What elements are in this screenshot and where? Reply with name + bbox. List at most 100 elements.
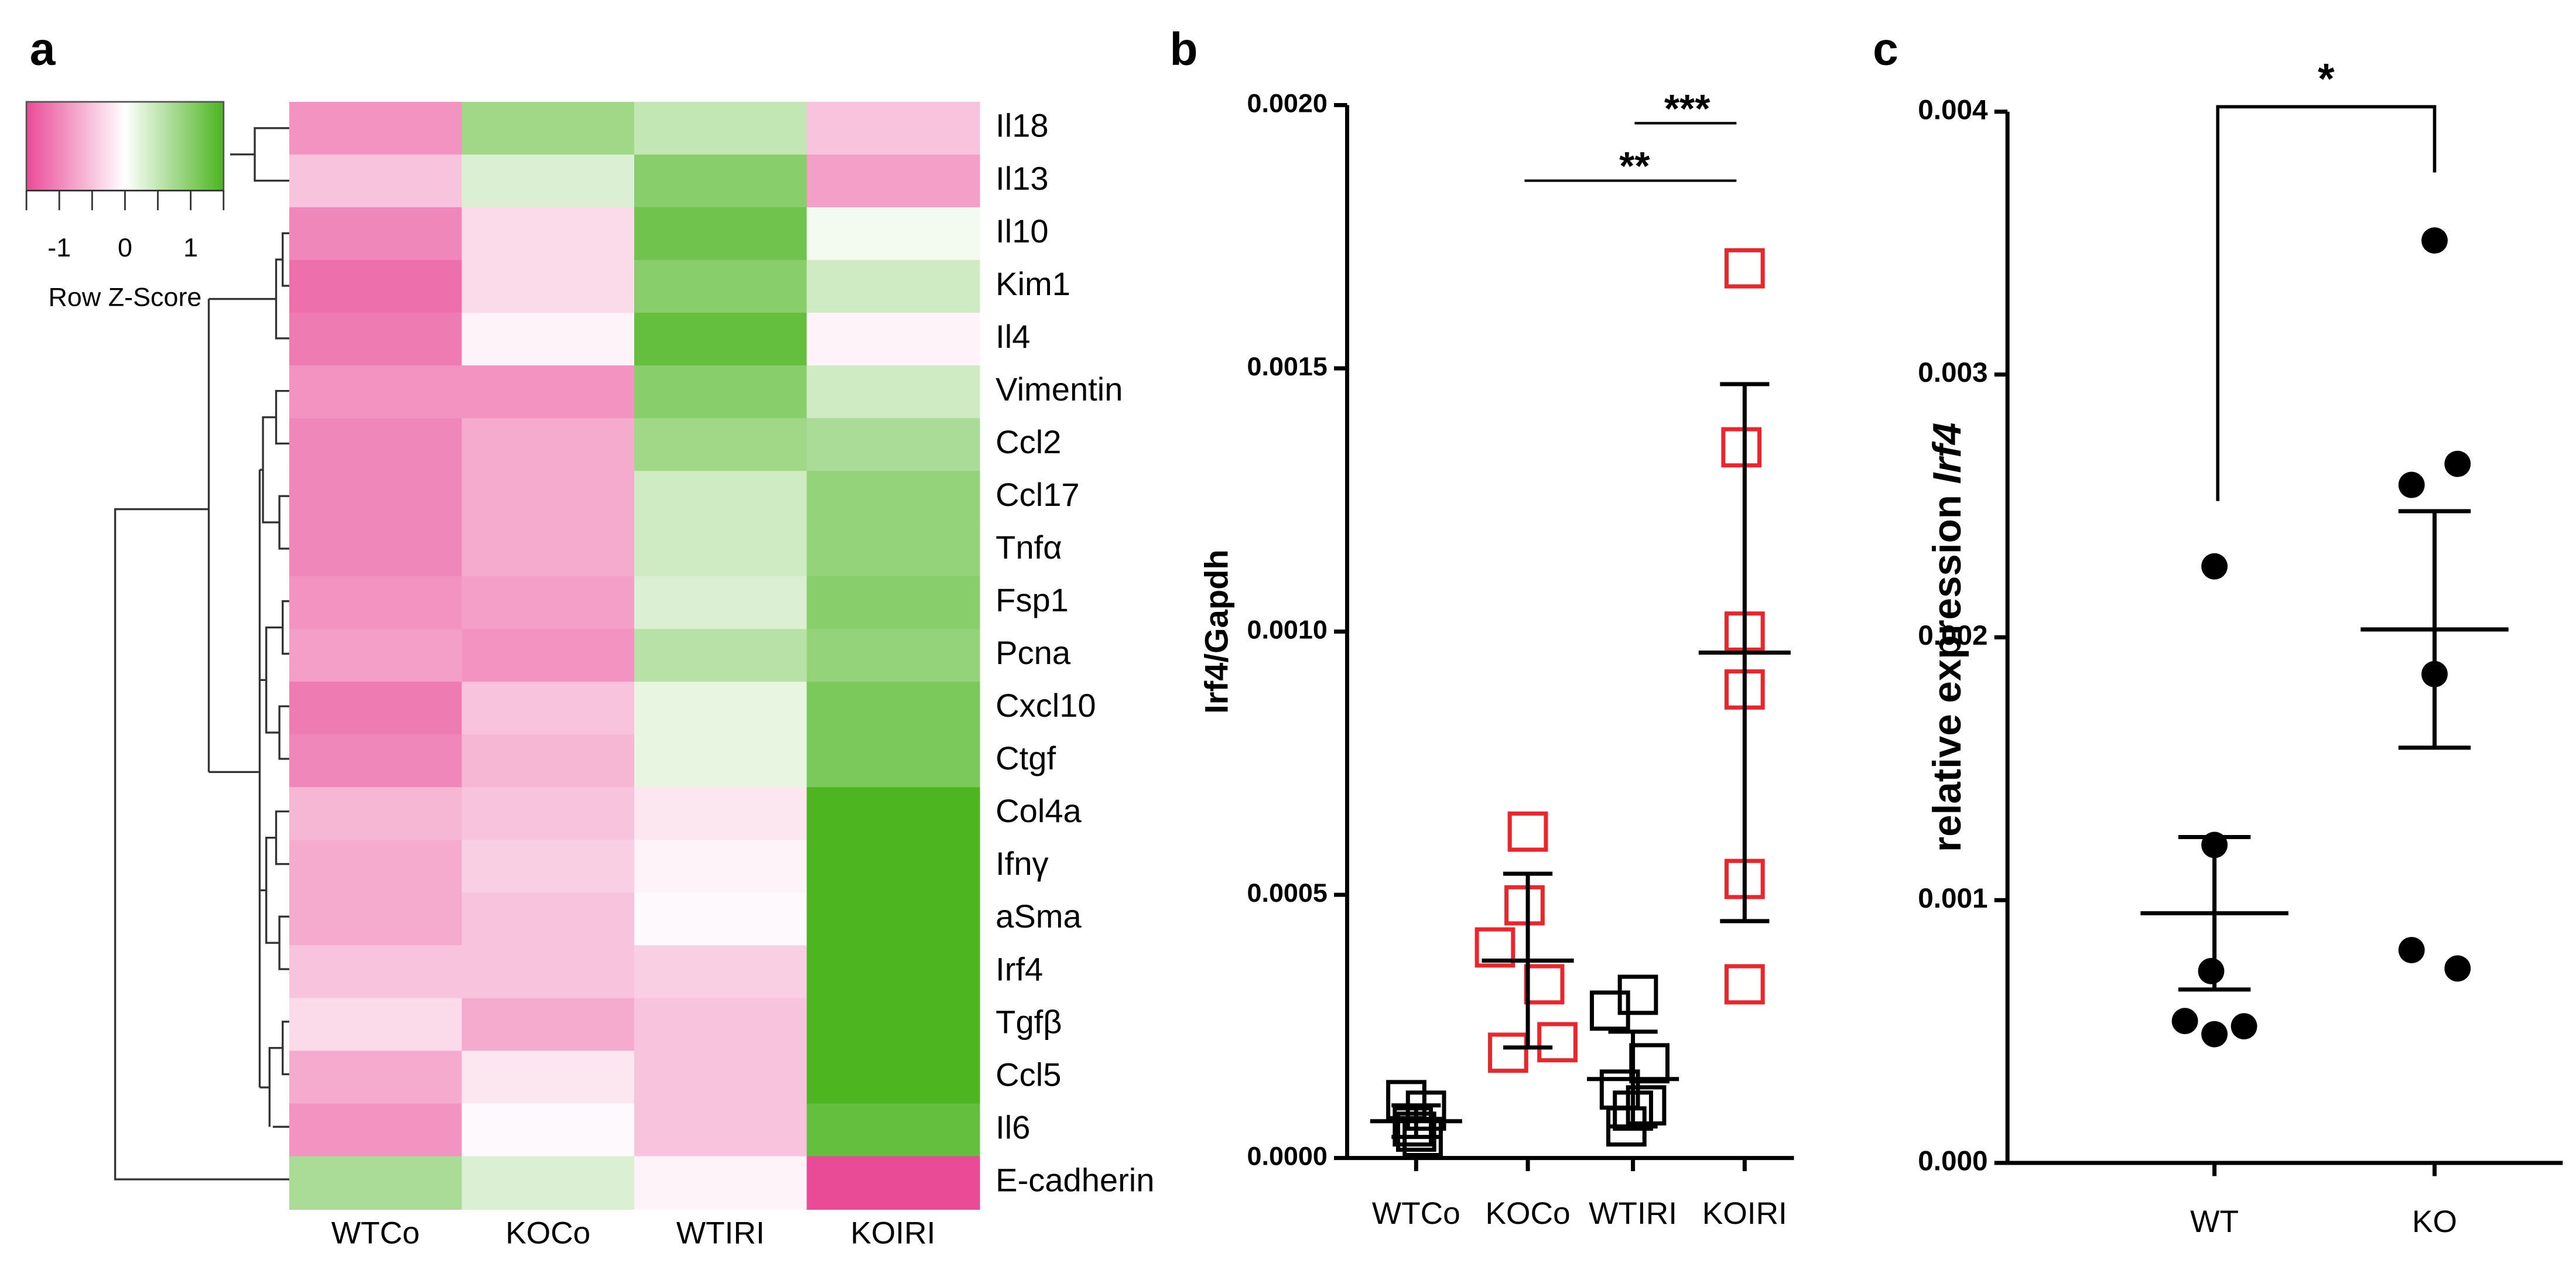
heatmap-cell [289,101,463,156]
heatmap-cell [806,1050,980,1104]
data-point [1721,427,1762,468]
heatmap-cell [806,734,980,788]
heatmap-cell [461,1103,635,1157]
data-point [1504,885,1545,926]
heatmap-cell [289,629,463,683]
heatmap-cell [634,945,808,999]
heatmap-cell [634,1103,808,1157]
y-tick-label: 0.001 [1918,883,1987,914]
row-label: Il10 [995,213,1048,249]
row-label: Il18 [995,107,1048,144]
heatmap-cell [461,260,635,314]
data-point [1617,974,1658,1015]
heatmap-cell [634,471,808,525]
data-point [2421,227,2448,254]
heatmap-cell [634,313,808,367]
heatmap-cell [806,629,980,683]
x-tick-label: WTCo [1372,1196,1460,1231]
heatmap-cell [634,154,808,208]
significance-bracket [2216,105,2437,501]
data-point [1405,1090,1446,1131]
heatmap-cell [461,365,635,419]
row-label: Fsp1 [995,581,1069,618]
heatmap-cell [461,1156,635,1210]
row-label: Ccl17 [995,476,1079,513]
heatmap-cell [634,101,808,156]
row-label: Ifnγ [995,845,1048,882]
heatmap-cell [461,998,635,1052]
heatmap-cell [461,154,635,208]
heatmap-cell [634,418,808,472]
significance-label: *** [1664,87,1711,131]
data-point [2201,553,2228,580]
significance-label: ** [1619,145,1650,189]
row-label: Tnfα [995,529,1062,566]
data-point [2398,471,2425,498]
heatmap-cell [806,207,980,261]
data-point [1589,990,1630,1031]
row-label: Ccl2 [995,423,1061,460]
heatmap-cell [806,892,980,946]
y-tick-label: 0.0015 [1247,351,1328,381]
row-label: Pcna [995,634,1071,671]
heatmap-cell [461,840,635,894]
heatmap-cell [806,998,980,1052]
y-tick-label: 0.000 [1918,1146,1987,1177]
row-label: Tgfβ [995,1003,1062,1040]
heatmap-cell [461,945,635,999]
heatmap-cell [806,101,980,156]
heatmap-cell [289,1103,463,1157]
row-label: Il13 [995,160,1048,197]
y-axis-label-text: Irf4/Gapdh [1198,549,1234,714]
color-bar-tick-label: -1 [47,232,71,262]
column-label: KOCo [505,1216,590,1251]
heatmap-cell [806,365,980,419]
row-label: Vimentin [995,371,1123,408]
heatmap-cell [289,418,463,472]
heatmap-cell [806,471,980,525]
heatmap-cell [461,471,635,525]
heatmap-cell [634,260,808,314]
data-point [1524,964,1565,1005]
heatmap-cell [289,260,463,314]
heatmap-cell [634,998,808,1052]
panel-letter: c [1873,23,1898,75]
y-axis-label-text: relative expression [1925,484,1969,852]
data-point [2171,1008,2198,1035]
column-label: KOIRI [850,1216,935,1251]
heatmap-cell [461,734,635,788]
heatmap-cell [461,207,635,261]
x-tick-label: WTIRI [1589,1196,1677,1231]
heatmap-cell [289,787,463,841]
heatmap-cell [806,682,980,735]
heatmap-cell [634,365,808,419]
heatmap-cell [289,154,463,208]
data-point [2201,1021,2228,1048]
heatmap-cell [634,576,808,630]
heatmap-cell [634,523,808,577]
heatmap-cell [461,892,635,946]
heatmap-cell [461,523,635,577]
y-tick-label: 0.004 [1918,94,1988,125]
heatmap-cell [806,1156,980,1210]
heatmap-cell [806,313,980,367]
heatmap-cell [461,576,635,630]
y-tick-label: 0.0000 [1247,1141,1328,1171]
heatmap-cell [289,523,463,577]
heatmap-cell [806,260,980,314]
color-bar [25,101,225,191]
heatmap-cell [461,418,635,472]
heatmap-cell [289,682,463,735]
row-label: Il4 [995,318,1030,355]
row-label: Irf4 [995,950,1043,987]
x-tick-label: KOCo [1486,1196,1571,1231]
heatmap-cell [634,1050,808,1104]
heatmap-cell [634,787,808,841]
heatmap-cell [289,576,463,630]
heatmap-cell [289,1050,463,1104]
heatmap-cell [634,207,808,261]
heatmap-cell [289,892,463,946]
column-label: WTIRI [676,1216,765,1251]
y-tick-label: 0.002 [1918,620,1987,651]
